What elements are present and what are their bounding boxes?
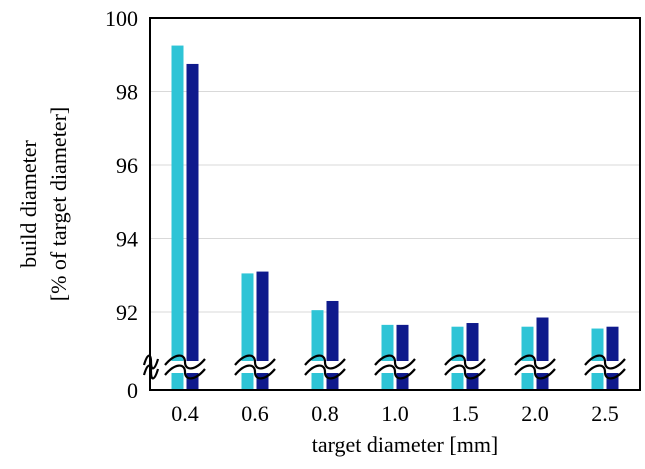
y-tick-labels: 0 92 94 96 98 100 xyxy=(105,6,138,403)
x-tick-label: 0.8 xyxy=(311,401,339,426)
bar-series-1 xyxy=(521,326,534,390)
plot-frame xyxy=(149,17,641,391)
bar-series-1 xyxy=(381,324,394,390)
axis-break-mark xyxy=(514,354,556,380)
bar-series-2 xyxy=(256,271,269,390)
x-tick-label: 0.6 xyxy=(241,401,269,426)
y-axis-title-line-1: build diameter xyxy=(16,139,41,267)
bar-series-2 xyxy=(186,63,199,390)
y-tick-label: 98 xyxy=(116,80,138,105)
x-tick-label: 2.0 xyxy=(521,401,549,426)
y-tick-label: 100 xyxy=(105,6,138,31)
x-tick-labels: 0.4 0.6 0.8 1.0 1.5 2.0 2.5 xyxy=(171,401,619,426)
x-tick-label: 1.0 xyxy=(381,401,409,426)
x-axis-title: target diameter [mm] xyxy=(312,432,499,457)
bar-series-1 xyxy=(591,328,604,390)
y-tick-label: 92 xyxy=(116,300,138,325)
y-tick-label: 96 xyxy=(116,153,138,178)
y-tick-label: 0 xyxy=(127,378,138,403)
axis-break-mark xyxy=(164,354,206,380)
bar-series-2 xyxy=(396,324,409,390)
bar-series-1 xyxy=(171,45,184,390)
axis-break-mark xyxy=(304,354,346,380)
gridlines xyxy=(150,91,640,313)
bars xyxy=(171,45,619,390)
x-tick-label: 2.5 xyxy=(591,401,619,426)
bar-series-2 xyxy=(606,326,619,390)
axis-break-mark xyxy=(234,354,276,380)
y-axis-title-line-2: [% of target diameter] xyxy=(46,107,71,301)
x-tick-label: 1.5 xyxy=(451,401,479,426)
axis-break-mark xyxy=(584,354,626,380)
bar-series-2 xyxy=(466,323,479,390)
axis-break-mark xyxy=(374,354,416,380)
y-tick-label: 94 xyxy=(116,227,138,252)
axis-break-marks xyxy=(142,354,626,380)
bar-series-1 xyxy=(311,310,324,390)
axis-break-mark xyxy=(444,354,486,380)
bar-series-1 xyxy=(241,273,254,390)
x-tick-label: 0.4 xyxy=(171,401,199,426)
bar-series-1 xyxy=(451,326,464,390)
